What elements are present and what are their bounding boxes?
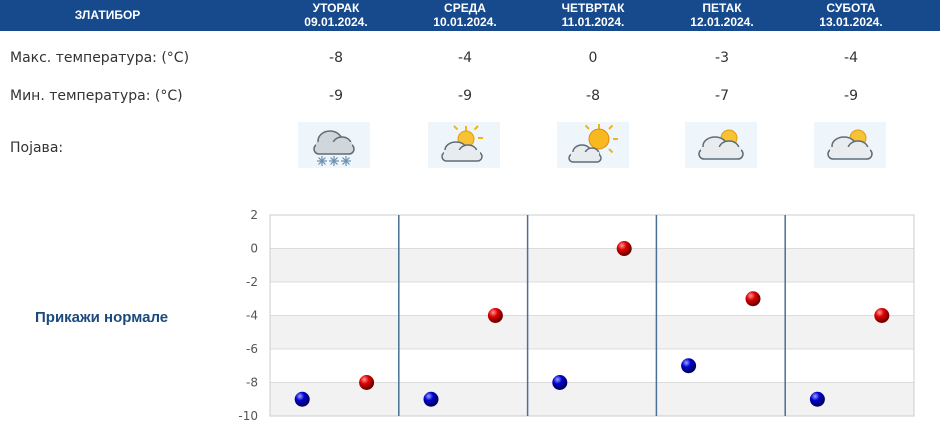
max-temp-point bbox=[487, 308, 503, 323]
chart-band bbox=[270, 282, 914, 316]
chart-border bbox=[269, 214, 915, 417]
chart-band bbox=[270, 248, 914, 282]
min-temp-point bbox=[423, 391, 439, 407]
snow-cloud-icon bbox=[298, 122, 370, 168]
min-temp-cell-3: -8 bbox=[586, 88, 600, 104]
cloudy-sun-icon bbox=[814, 122, 886, 168]
min-temp-cell-1: -9 bbox=[329, 88, 343, 104]
day-header-3: ЧЕТВРТАК 11.01.2024. bbox=[528, 1, 658, 29]
max-temp-point bbox=[359, 375, 375, 390]
chart-band bbox=[270, 382, 914, 416]
day-date: 10.01.2024. bbox=[433, 15, 497, 29]
min-temp-point bbox=[681, 358, 697, 374]
day-name: ЧЕТВРТАК bbox=[561, 1, 625, 15]
chart-band bbox=[270, 315, 914, 349]
max-temp-point bbox=[616, 241, 632, 256]
max-temp-cell-5: -4 bbox=[844, 50, 858, 66]
sunny-cloud-icon bbox=[557, 122, 629, 168]
day-date: 12.01.2024. bbox=[690, 15, 754, 29]
min-temp-cell-2: -9 bbox=[458, 88, 472, 104]
max-temp-cell-4: -3 bbox=[715, 50, 729, 66]
min-temp-cell-4: -7 bbox=[715, 88, 729, 104]
chart-band bbox=[270, 215, 914, 249]
min-temp-point bbox=[294, 391, 310, 407]
max-temp-point bbox=[745, 291, 761, 307]
day-header-2: СРЕДА 10.01.2024. bbox=[400, 1, 530, 29]
min-temp-cell-5: -9 bbox=[844, 88, 858, 104]
max-temp-cell-1: -8 bbox=[329, 50, 343, 66]
min-temp-point bbox=[552, 375, 568, 390]
day-name: СУБОТА bbox=[826, 1, 876, 15]
min-temp-point bbox=[809, 391, 825, 407]
station-name: ЗЛАТИБОР bbox=[74, 8, 141, 22]
min-temp-label: Мин. температура: (°C) bbox=[10, 88, 183, 104]
chart-band bbox=[270, 349, 914, 383]
y-tick-label: -10 bbox=[238, 409, 258, 423]
max-temp-label: Макс. температура: (°C) bbox=[10, 50, 190, 66]
max-temp-cell-3: 0 bbox=[588, 50, 598, 66]
day-date: 09.01.2024. bbox=[304, 15, 368, 29]
y-tick-label: -4 bbox=[246, 309, 258, 323]
partly-cloudy-icon bbox=[428, 122, 500, 168]
y-tick-label: -8 bbox=[246, 376, 258, 390]
cloudy-sun-icon bbox=[685, 122, 757, 168]
day-date: 11.01.2024. bbox=[561, 15, 625, 29]
day-name: ПЕТАК bbox=[702, 1, 742, 15]
day-header-4: ПЕТАК 12.01.2024. bbox=[657, 1, 787, 29]
day-header-5: СУБОТА 13.01.2024. bbox=[786, 1, 916, 29]
y-tick-label: 2 bbox=[250, 208, 258, 222]
y-tick-label: -6 bbox=[246, 342, 258, 356]
show-normals-link[interactable]: Прикажи нормале bbox=[35, 309, 169, 326]
day-name: УТОРАК bbox=[312, 1, 360, 15]
forecast-header: ЗЛАТИБОР УТОРАК 09.01.2024. СРЕДА 10.01.… bbox=[0, 0, 940, 31]
y-tick-label: 0 bbox=[250, 242, 258, 256]
max-temp-point bbox=[874, 308, 890, 323]
day-name: СРЕДА bbox=[444, 1, 486, 15]
y-tick-label: -2 bbox=[246, 275, 258, 289]
day-date: 13.01.2024. bbox=[819, 15, 883, 29]
day-header-1: УТОРАК 09.01.2024. bbox=[271, 1, 401, 29]
phenomenon-label: Појава: bbox=[10, 140, 64, 156]
max-temp-cell-2: -4 bbox=[458, 50, 472, 66]
